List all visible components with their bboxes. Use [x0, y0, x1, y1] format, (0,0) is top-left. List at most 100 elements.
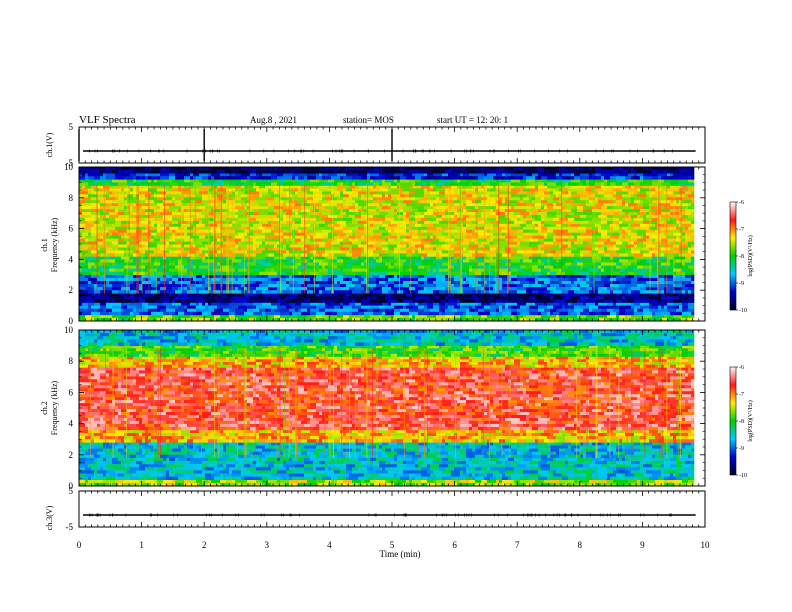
ch1-spectrogram-cell	[454, 317, 464, 322]
ch1-spectrogram-cell	[280, 197, 287, 201]
ch1-spectrogram-cell	[454, 305, 461, 309]
ch1-spectrogram-cell	[526, 215, 533, 219]
ch1-spectrogram-cell	[289, 311, 293, 316]
ch1-spectrogram-cell	[427, 235, 431, 239]
ch1-spectrogram-cell	[376, 284, 380, 288]
ch1-spectrogram-cell	[553, 203, 557, 207]
ch1-spectrogram-cell	[88, 290, 95, 294]
ch1-spectrogram-cell	[517, 235, 524, 239]
ch1-spectrogram-cell	[157, 232, 167, 236]
ch1-spectrogram-cell	[304, 235, 308, 239]
ch1-spectrogram-cell	[586, 188, 593, 192]
ch1-spectrogram-cell	[133, 262, 137, 266]
ch1-spectrogram-cell	[361, 253, 368, 257]
ch1-spectrogram-cell	[214, 212, 221, 216]
ch1-spectrogram-cell	[79, 232, 83, 236]
ch1-spectrogram-cell	[529, 256, 536, 260]
ch1-spectrogram-cell	[343, 241, 350, 245]
ch1-spectrogram-cell	[358, 223, 365, 228]
ch1-spectrogram-cell	[343, 185, 350, 189]
ch1-spectrogram-cell	[196, 284, 203, 288]
ch1-spectrogram-cell	[406, 271, 410, 276]
ch1-spectrogram-cell	[268, 203, 272, 207]
ch1-spectrogram-cell	[673, 302, 683, 306]
ch1-spectrogram-cell	[286, 200, 290, 204]
ch1-spectrogram-cell	[424, 212, 434, 216]
ch1-spectrogram-cell	[580, 173, 584, 177]
ch1-spectrogram-cell	[526, 274, 533, 279]
ch1-spectrogram-cell	[385, 203, 389, 207]
ch1-spectrogram-cell	[604, 265, 608, 269]
ch1-spectrogram-cell	[166, 241, 170, 245]
ch1-spectrogram-cell	[658, 287, 665, 291]
ch1-spectrogram-cell	[148, 277, 152, 282]
ch1-spectrogram-cell	[166, 191, 176, 195]
ch1-spectrogram-cell	[301, 271, 305, 276]
ch1-spectrogram-cell	[469, 262, 479, 266]
ch1-spectrogram-cell	[637, 188, 641, 192]
ch1-spectrogram-cell	[214, 265, 221, 269]
ch1-spectrogram-cell	[601, 220, 605, 225]
ch1-spectrogram-cell	[85, 200, 92, 204]
ch1-spectrogram-cell	[580, 305, 590, 309]
ch1-spectrogram-cell	[265, 226, 275, 231]
ch1-spectrogram-cell	[106, 209, 116, 213]
ch1-spectrogram-cell	[262, 281, 272, 285]
ch1-spectrogram-cell	[244, 302, 254, 306]
ch1-spectrogram-cell	[487, 217, 497, 222]
ch1-spectrogram-cell	[220, 206, 230, 210]
ch1-spectrogram-cell	[190, 271, 194, 276]
ch1-spectrogram-cell	[523, 235, 533, 239]
ch1-spectrogram-cell	[499, 308, 503, 313]
ch1-spectrogram-cell	[334, 253, 344, 257]
ch1-spectrogram-cell	[463, 284, 470, 288]
ch1-spectrogram-cell	[613, 185, 623, 189]
ch1-spectrogram-cell	[97, 265, 101, 269]
ch1-spectrogram-cell	[262, 173, 272, 177]
ch1-spectrogram-cell	[574, 256, 581, 260]
ch1-spectrogram-cell	[157, 188, 167, 192]
ch1-spectrogram-cell	[322, 274, 332, 279]
ch1-spectrogram-cell	[544, 284, 548, 288]
ch1-spectrogram-cell	[421, 256, 425, 260]
ch1-spectrogram-cell	[100, 217, 104, 222]
ch1-spectrogram-cell	[562, 197, 569, 201]
ch1-spectrogram-cell	[358, 308, 368, 313]
ch1-spectrogram-cell	[349, 256, 353, 260]
ch1-spectrogram-cell	[151, 194, 155, 198]
ch1-spectrogram-cell	[151, 293, 155, 297]
ch1-spectrogram-cell	[292, 182, 302, 186]
ch1-spectrogram-cell	[334, 296, 341, 300]
ch1-spectrogram-cell	[157, 197, 164, 201]
ch1-spectrogram-cell	[337, 293, 347, 297]
ch1-spectrogram-cell	[205, 314, 215, 319]
ch1-spectrogram-cell	[427, 188, 434, 192]
ch1-spectrogram-cell	[505, 308, 512, 313]
ch1-spectrogram-cell	[253, 256, 263, 260]
ch1-spectrogram-cell	[457, 299, 461, 303]
ch1-spectrogram-cell	[106, 182, 110, 186]
ch1-spectrogram-cell	[640, 194, 647, 198]
ch1-spectrogram-cell	[505, 179, 512, 183]
ch1-spectrogram-cell	[658, 274, 665, 279]
ch1-spectrogram-cell	[283, 209, 293, 213]
ch1-spectrogram-cell	[79, 247, 83, 251]
ch1-spectrogram-cell	[589, 185, 596, 189]
ch1-spectrogram-cell	[628, 182, 635, 186]
ch1-spectrogram-cell	[106, 274, 116, 279]
ch1-spectrogram-cell	[511, 215, 518, 219]
ch1-spectrogram-cell	[622, 277, 632, 282]
ch1-spectrogram-cell	[151, 176, 161, 180]
ch1-spectrogram-cell	[424, 247, 434, 251]
ch1-spectrogram-cell	[124, 253, 134, 257]
ch1-spectrogram-cell	[592, 238, 599, 242]
ch1-spectrogram-cell	[448, 223, 458, 228]
ch1-spectrogram-cell	[400, 311, 410, 316]
ch1-spectrogram-cell	[187, 274, 197, 279]
ch1-spectrogram-cell	[595, 229, 599, 234]
ch1-spectrogram-cell	[199, 191, 209, 195]
ch1-spectrogram-cell	[199, 188, 209, 192]
ch1-spectrogram-cell	[511, 197, 521, 201]
ch1-spectrogram-cell	[619, 314, 626, 319]
